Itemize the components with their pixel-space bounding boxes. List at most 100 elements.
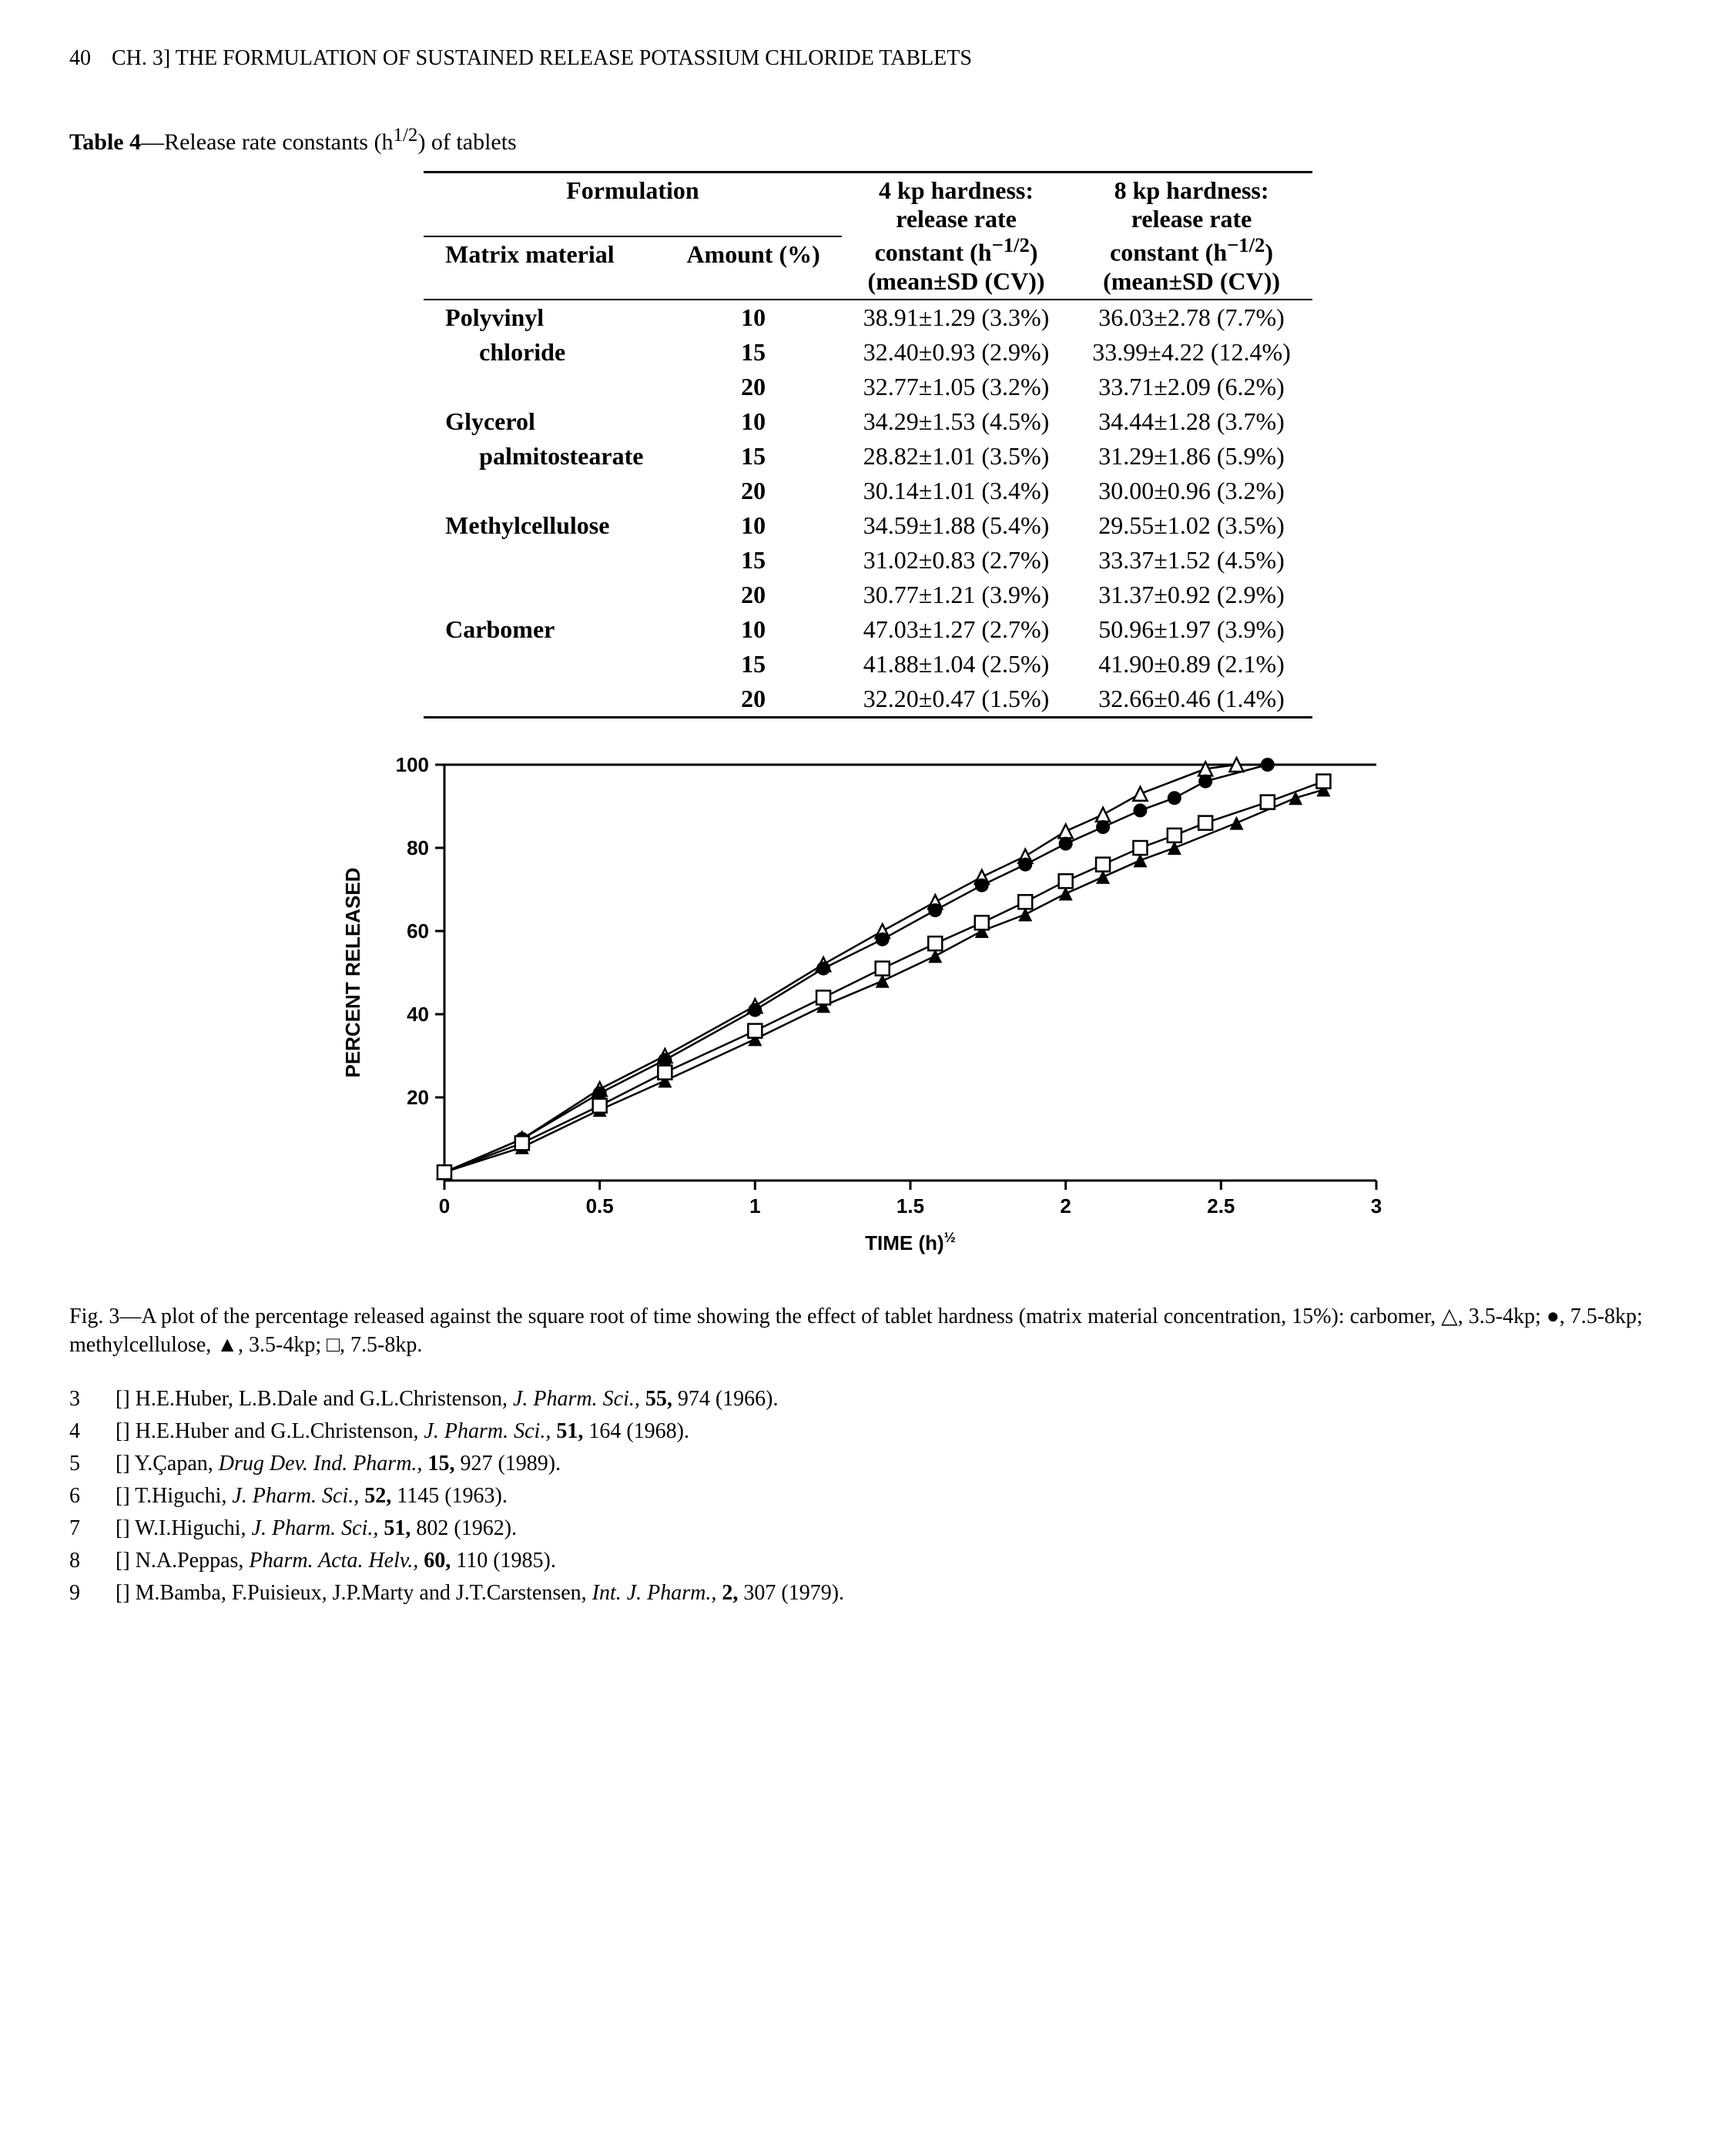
- amount-cell: 15: [665, 439, 841, 474]
- reference-number: 9: [69, 1577, 116, 1609]
- reference-row: 5[] Y.Çapan, Drug Dev. Ind. Pharm., 15, …: [69, 1448, 1667, 1480]
- svg-text:2.5: 2.5: [1207, 1194, 1235, 1218]
- col-formulation: Formulation: [424, 173, 842, 236]
- svg-text:2: 2: [1060, 1194, 1071, 1218]
- amount-cell: 20: [665, 474, 841, 508]
- amount-cell: 15: [665, 335, 841, 370]
- caption-exp: 1/2: [393, 125, 417, 146]
- reference-row: 9[] M.Bamba, F.Puisieux, J.P.Marty and J…: [69, 1577, 1667, 1609]
- reference-row: 8[] N.A.Peppas, Pharm. Acta. Helv., 60, …: [69, 1545, 1667, 1577]
- release-rate-table: Formulation 4 kp hardness: release rate …: [424, 171, 1312, 718]
- value-8kp-cell: 32.66±0.46 (1.4%): [1071, 682, 1312, 718]
- svg-text:1: 1: [749, 1194, 760, 1218]
- svg-text:40: 40: [407, 1003, 429, 1026]
- amount-cell: 20: [665, 682, 841, 718]
- table-row: 1541.88±1.04 (2.5%)41.90±0.89 (2.1%): [424, 647, 1312, 682]
- table-row: Carbomer1047.03±1.27 (2.7%)50.96±1.97 (3…: [424, 612, 1312, 647]
- reference-row: 6[] T.Higuchi, J. Pharm. Sci., 52, 1145 …: [69, 1480, 1667, 1512]
- matrix-cell: [424, 543, 665, 578]
- value-4kp-cell: 34.59±1.88 (5.4%): [842, 508, 1071, 543]
- matrix-cell: [424, 474, 665, 508]
- series-methylcellulose-7.5-8kp: [437, 774, 1330, 1179]
- matrix-cell: [424, 647, 665, 682]
- value-4kp-cell: 47.03±1.27 (2.7%): [842, 612, 1071, 647]
- release-chart: 00.511.522.5320406080100TIME (h)½PERCENT…: [329, 749, 1407, 1279]
- reference-number: 4: [69, 1415, 116, 1448]
- table-row: Methylcellulose1034.59±1.88 (5.4%)29.55±…: [424, 508, 1312, 543]
- value-4kp-cell: 28.82±1.01 (3.5%): [842, 439, 1071, 474]
- value-8kp-cell: 33.71±2.09 (6.2%): [1071, 370, 1312, 404]
- matrix-cell: palmitostearate: [424, 439, 665, 474]
- table-row: 2030.77±1.21 (3.9%)31.37±0.92 (2.9%): [424, 578, 1312, 612]
- svg-text:20: 20: [407, 1086, 429, 1109]
- value-4kp-cell: 32.77±1.05 (3.2%): [842, 370, 1071, 404]
- value-4kp-cell: 32.20±0.47 (1.5%): [842, 682, 1071, 718]
- reference-text: [] H.E.Huber, L.B.Dale and G.L.Christens…: [116, 1383, 1667, 1415]
- value-4kp-cell: 38.91±1.29 (3.3%): [842, 300, 1071, 335]
- svg-text:0.5: 0.5: [586, 1194, 614, 1218]
- value-8kp-cell: 34.44±1.28 (3.7%): [1071, 404, 1312, 439]
- amount-cell: 15: [665, 543, 841, 578]
- svg-text:TIME (h)½: TIME (h)½: [865, 1230, 956, 1254]
- reference-text: [] T.Higuchi, J. Pharm. Sci., 52, 1145 (…: [116, 1480, 1667, 1512]
- reference-text: [] Y.Çapan, Drug Dev. Ind. Pharm., 15, 9…: [116, 1448, 1667, 1480]
- reference-text: [] N.A.Peppas, Pharm. Acta. Helv., 60, 1…: [116, 1545, 1667, 1577]
- matrix-cell: Polyvinyl: [424, 300, 665, 335]
- svg-text:PERCENT RELEASED: PERCENT RELEASED: [341, 867, 364, 1077]
- amount-cell: 10: [665, 612, 841, 647]
- value-8kp-cell: 31.29±1.86 (5.9%): [1071, 439, 1312, 474]
- table-number: Table 4: [69, 129, 141, 155]
- value-4kp-cell: 34.29±1.53 (4.5%): [842, 404, 1071, 439]
- amount-cell: 20: [665, 578, 841, 612]
- chart-svg: 00.511.522.5320406080100TIME (h)½PERCENT…: [329, 749, 1407, 1273]
- reference-text: [] H.E.Huber and G.L.Christenson, J. Pha…: [116, 1415, 1667, 1448]
- matrix-cell: Methylcellulose: [424, 508, 665, 543]
- svg-text:0: 0: [439, 1194, 450, 1218]
- references: 3[] H.E.Huber, L.B.Dale and G.L.Christen…: [69, 1383, 1667, 1609]
- amount-cell: 10: [665, 508, 841, 543]
- value-8kp-cell: 30.00±0.96 (3.2%): [1071, 474, 1312, 508]
- matrix-cell: [424, 682, 665, 718]
- amount-cell: 20: [665, 370, 841, 404]
- reference-number: 7: [69, 1512, 116, 1545]
- page-number: 40: [69, 46, 91, 71]
- reference-number: 8: [69, 1545, 116, 1577]
- svg-text:3: 3: [1371, 1194, 1382, 1218]
- value-8kp-cell: 31.37±0.92 (2.9%): [1071, 578, 1312, 612]
- table-row: 1531.02±0.83 (2.7%)33.37±1.52 (4.5%): [424, 543, 1312, 578]
- table-row: palmitostearate1528.82±1.01 (3.5%)31.29±…: [424, 439, 1312, 474]
- value-4kp-cell: 31.02±0.83 (2.7%): [842, 543, 1071, 578]
- value-8kp-cell: 33.99±4.22 (12.4%): [1071, 335, 1312, 370]
- svg-text:80: 80: [407, 836, 429, 859]
- reference-number: 3: [69, 1383, 116, 1415]
- value-8kp-cell: 29.55±1.02 (3.5%): [1071, 508, 1312, 543]
- value-4kp-cell: 30.77±1.21 (3.9%): [842, 578, 1071, 612]
- value-8kp-cell: 36.03±2.78 (7.7%): [1071, 300, 1312, 335]
- col-8kp: 8 kp hardness: release rate constant (h−…: [1071, 173, 1312, 300]
- table-caption: Table 4—Release rate constants (h1/2) of…: [69, 125, 1667, 156]
- reference-text: [] W.I.Higuchi, J. Pharm. Sci., 51, 802 …: [116, 1512, 1667, 1545]
- matrix-cell: [424, 370, 665, 404]
- matrix-cell: Glycerol: [424, 404, 665, 439]
- value-4kp-cell: 41.88±1.04 (2.5%): [842, 647, 1071, 682]
- svg-text:1.5: 1.5: [896, 1194, 924, 1218]
- series-carbomer-7.5-8kp: [437, 758, 1275, 1179]
- table-row: 2030.14±1.01 (3.4%)30.00±0.96 (3.2%): [424, 474, 1312, 508]
- value-8kp-cell: 50.96±1.97 (3.9%): [1071, 612, 1312, 647]
- table-row: Glycerol1034.29±1.53 (4.5%)34.44±1.28 (3…: [424, 404, 1312, 439]
- matrix-cell: [424, 578, 665, 612]
- svg-text:100: 100: [396, 753, 429, 776]
- value-4kp-cell: 32.40±0.93 (2.9%): [842, 335, 1071, 370]
- matrix-cell: Carbomer: [424, 612, 665, 647]
- amount-cell: 15: [665, 647, 841, 682]
- value-8kp-cell: 33.37±1.52 (4.5%): [1071, 543, 1312, 578]
- reference-number: 5: [69, 1448, 116, 1480]
- reference-row: 4[] H.E.Huber and G.L.Christenson, J. Ph…: [69, 1415, 1667, 1448]
- reference-text: [] M.Bamba, F.Puisieux, J.P.Marty and J.…: [116, 1577, 1667, 1609]
- table-row: Polyvinyl1038.91±1.29 (3.3%)36.03±2.78 (…: [424, 300, 1312, 335]
- value-4kp-cell: 30.14±1.01 (3.4%): [842, 474, 1071, 508]
- reference-row: 7[] W.I.Higuchi, J. Pharm. Sci., 51, 802…: [69, 1512, 1667, 1545]
- matrix-cell: chloride: [424, 335, 665, 370]
- caption-tail: ) of tablets: [417, 129, 516, 155]
- amount-cell: 10: [665, 404, 841, 439]
